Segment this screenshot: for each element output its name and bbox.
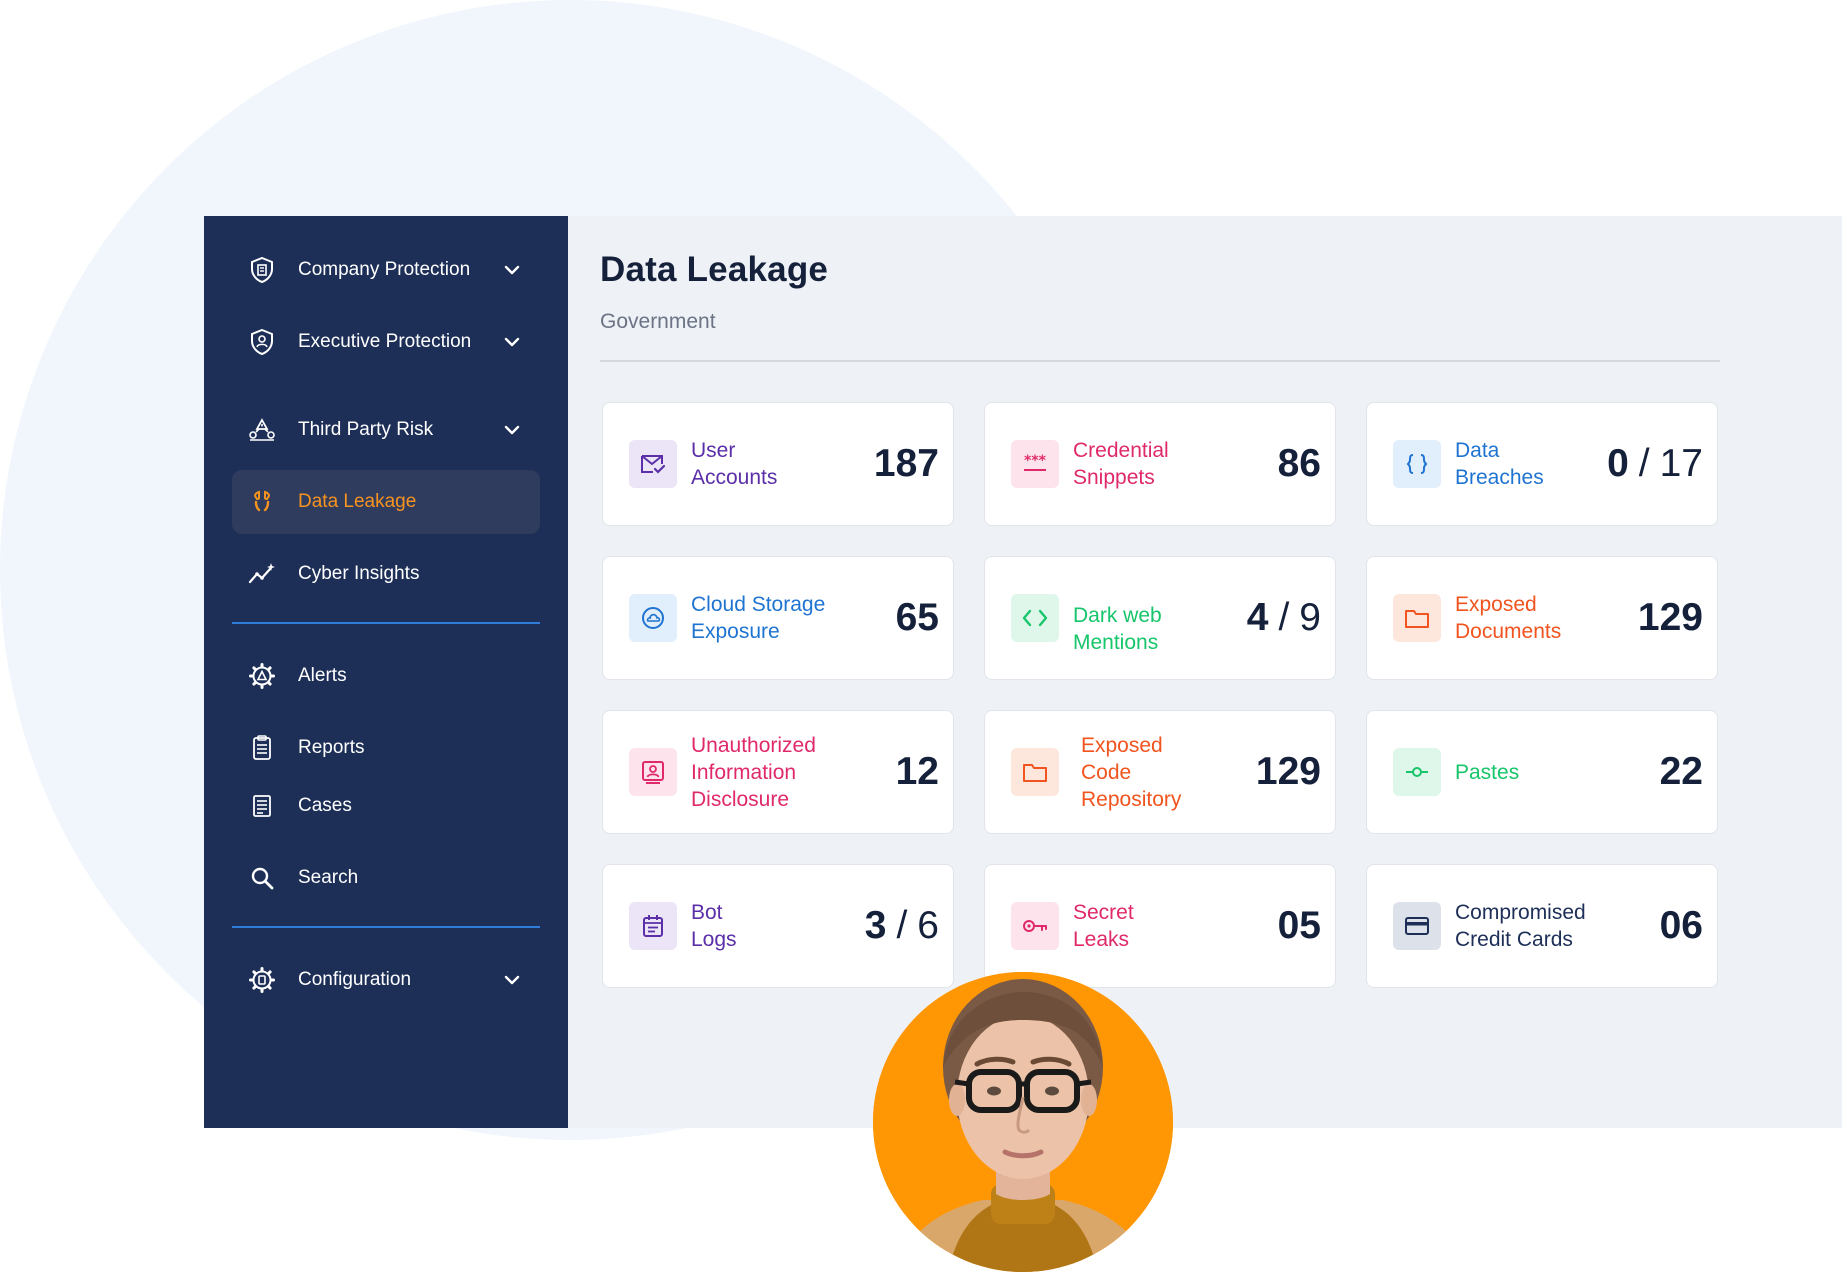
stat-card-pastes[interactable]: Pastes 22	[1366, 710, 1718, 834]
shield-building-icon	[248, 256, 276, 284]
stats-grid: User Accounts 187 *** Credential Snippet…	[602, 402, 1718, 988]
stat-card-label: Pastes	[1455, 760, 1520, 784]
document-list-icon	[248, 792, 276, 820]
user-avatar	[873, 972, 1173, 1272]
header-divider	[600, 360, 1720, 362]
stat-card-user-accounts[interactable]: User Accounts 187	[602, 402, 954, 526]
stat-card-credential-snippets[interactable]: *** Credential Snippets 86	[984, 402, 1336, 526]
stat-card-label: Exposed Code Repository	[1081, 733, 1182, 811]
folder-code-icon	[1011, 748, 1059, 796]
stat-card-value: 06	[1659, 904, 1703, 947]
stat-card-value: 0/17	[1607, 442, 1703, 485]
password-asterisks-icon: ***	[1011, 440, 1059, 488]
stat-card-value: 187	[873, 442, 939, 485]
sidebar-item-configuration[interactable]: Configuration	[232, 948, 540, 1012]
braces-icon	[1393, 440, 1441, 488]
sidebar-item-label: Reports	[298, 737, 365, 758]
main-content: Data Leakage Government User Accounts 18…	[568, 216, 1842, 1128]
sidebar-item-third-party-risk[interactable]: Third Party Risk	[232, 398, 540, 462]
sidebar-item-alerts[interactable]: Alerts	[232, 644, 540, 708]
sidebar-item-label: Company Protection	[298, 259, 471, 280]
chevron-down-icon[interactable]	[502, 970, 522, 990]
calendar-log-icon	[629, 902, 677, 950]
sidebar-item-label: Cases	[298, 795, 352, 816]
cloud-icon	[629, 594, 677, 642]
app-window: Company Protection Executive Protection …	[204, 216, 1842, 1128]
sidebar-item-label: Executive Protection	[298, 331, 472, 352]
stat-card-unauthorized-information-disclosure[interactable]: Unauthorized Information Disclosure 12	[602, 710, 954, 834]
stat-card-value: 86	[1277, 442, 1321, 485]
sidebar-item-label: Search	[298, 867, 359, 888]
svg-text:***: ***	[1024, 453, 1047, 469]
sidebar-item-company-protection[interactable]: Company Protection	[232, 238, 540, 302]
stat-card-label: Cloud Storage Exposure	[691, 593, 826, 643]
id-card-icon	[629, 748, 677, 796]
sidebar-item-data-leakage[interactable]: Data Leakage	[232, 470, 540, 534]
stat-card-data-breaches[interactable]: Data Breaches 0/17	[1366, 402, 1718, 526]
stat-card-value: 3/6	[864, 904, 939, 947]
stat-card-exposed-documents[interactable]: Exposed Documents 129	[1366, 556, 1718, 680]
commit-icon	[1393, 748, 1441, 796]
person-portrait-image	[873, 972, 1173, 1272]
key-icon	[1011, 902, 1059, 950]
chevron-down-icon[interactable]	[502, 420, 522, 440]
stat-card-value: 65	[895, 596, 939, 639]
drop-leak-icon	[248, 488, 276, 516]
sidebar-item-label: Data Leakage	[298, 491, 417, 512]
stat-card-label: Bot Logs	[691, 901, 737, 951]
stat-card-value: 22	[1659, 750, 1703, 793]
sidebar-item-cyber-insights[interactable]: Cyber Insights	[232, 542, 540, 606]
sidebar-item-label: Alerts	[298, 665, 347, 686]
stat-card-value: 05	[1277, 904, 1321, 947]
third-party-risk-icon	[248, 416, 276, 444]
stat-card-label: Exposed Documents	[1455, 593, 1562, 643]
folder-icon	[1393, 594, 1441, 642]
stat-card-label: Unauthorized Information Disclosure	[691, 733, 816, 811]
sparkle-chart-icon	[248, 560, 276, 588]
alert-gear-icon	[248, 662, 276, 690]
clipboard-icon	[248, 734, 276, 762]
sidebar-item-executive-protection[interactable]: Executive Protection	[232, 310, 540, 374]
stat-card-label: Credential Snippets	[1073, 439, 1169, 489]
stat-card-label: Data Breaches	[1455, 439, 1544, 489]
sidebar: Company Protection Executive Protection …	[204, 216, 568, 1128]
stat-card-value: 129	[1255, 750, 1321, 793]
stat-card-exposed-code-repository[interactable]: Exposed Code Repository 129	[984, 710, 1336, 834]
chevron-down-icon[interactable]	[502, 332, 522, 352]
stat-card-value: 12	[895, 750, 939, 793]
sidebar-divider	[232, 926, 540, 928]
sidebar-item-label: Cyber Insights	[298, 563, 420, 584]
sidebar-item-cases[interactable]: Cases	[232, 774, 540, 838]
stat-card-bot-logs[interactable]: Bot Logs 3/6	[602, 864, 954, 988]
sidebar-item-search[interactable]: Search	[232, 846, 540, 910]
stat-card-label: Compromised Credit Cards	[1455, 901, 1586, 951]
settings-gear-icon	[248, 966, 276, 994]
stat-card-label: Dark web Mentions	[1073, 604, 1162, 654]
sidebar-item-reports[interactable]: Reports	[232, 716, 540, 780]
sidebar-divider	[232, 622, 540, 624]
page-subtitle: Government	[600, 310, 716, 333]
shield-user-icon	[248, 328, 276, 356]
stat-card-value: 129	[1637, 596, 1703, 639]
stat-card-dark-web-mentions[interactable]: Dark web Mentions 4/9	[984, 556, 1336, 680]
stat-card-cloud-storage-exposure[interactable]: Cloud Storage Exposure 65	[602, 556, 954, 680]
user-accounts-icon	[629, 440, 677, 488]
stat-card-label: User Accounts	[691, 439, 778, 489]
page-title: Data Leakage	[600, 250, 829, 289]
stat-card-value: 4/9	[1246, 596, 1321, 639]
stat-card-secret-leaks[interactable]: Secret Leaks 05	[984, 864, 1336, 988]
search-icon	[248, 864, 276, 892]
stat-card-compromised-credit-cards[interactable]: Compromised Credit Cards 06	[1366, 864, 1718, 988]
chevron-down-icon[interactable]	[502, 260, 522, 280]
credit-card-icon	[1393, 902, 1441, 950]
sidebar-item-label: Configuration	[298, 969, 412, 990]
code-brackets-icon	[1011, 594, 1059, 642]
stat-card-label: Secret Leaks	[1073, 901, 1134, 951]
sidebar-item-label: Third Party Risk	[298, 419, 434, 440]
